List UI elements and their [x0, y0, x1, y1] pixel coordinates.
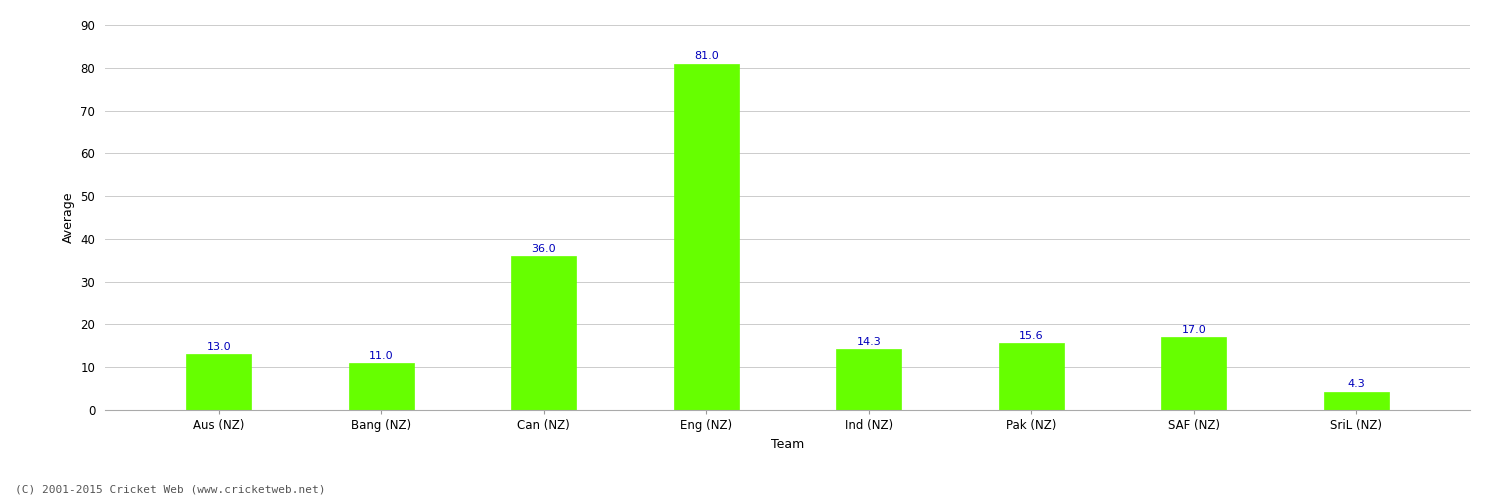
Bar — [1161, 338, 1227, 410]
Text: 17.0: 17.0 — [1182, 325, 1206, 335]
Bar — [512, 256, 576, 410]
Bar — [999, 344, 1064, 410]
Bar — [186, 354, 250, 410]
Text: 15.6: 15.6 — [1019, 331, 1044, 341]
Y-axis label: Average: Average — [62, 192, 75, 244]
Text: 36.0: 36.0 — [531, 244, 556, 254]
Bar — [348, 363, 414, 410]
Text: 4.3: 4.3 — [1347, 380, 1365, 390]
Text: 14.3: 14.3 — [856, 336, 880, 346]
Bar — [837, 349, 902, 410]
Bar — [674, 64, 738, 410]
Text: 81.0: 81.0 — [694, 52, 718, 62]
Text: 13.0: 13.0 — [207, 342, 231, 352]
Text: 11.0: 11.0 — [369, 351, 393, 361]
Text: (C) 2001-2015 Cricket Web (www.cricketweb.net): (C) 2001-2015 Cricket Web (www.cricketwe… — [15, 485, 326, 495]
X-axis label: Team: Team — [771, 438, 804, 450]
Bar — [1323, 392, 1389, 410]
